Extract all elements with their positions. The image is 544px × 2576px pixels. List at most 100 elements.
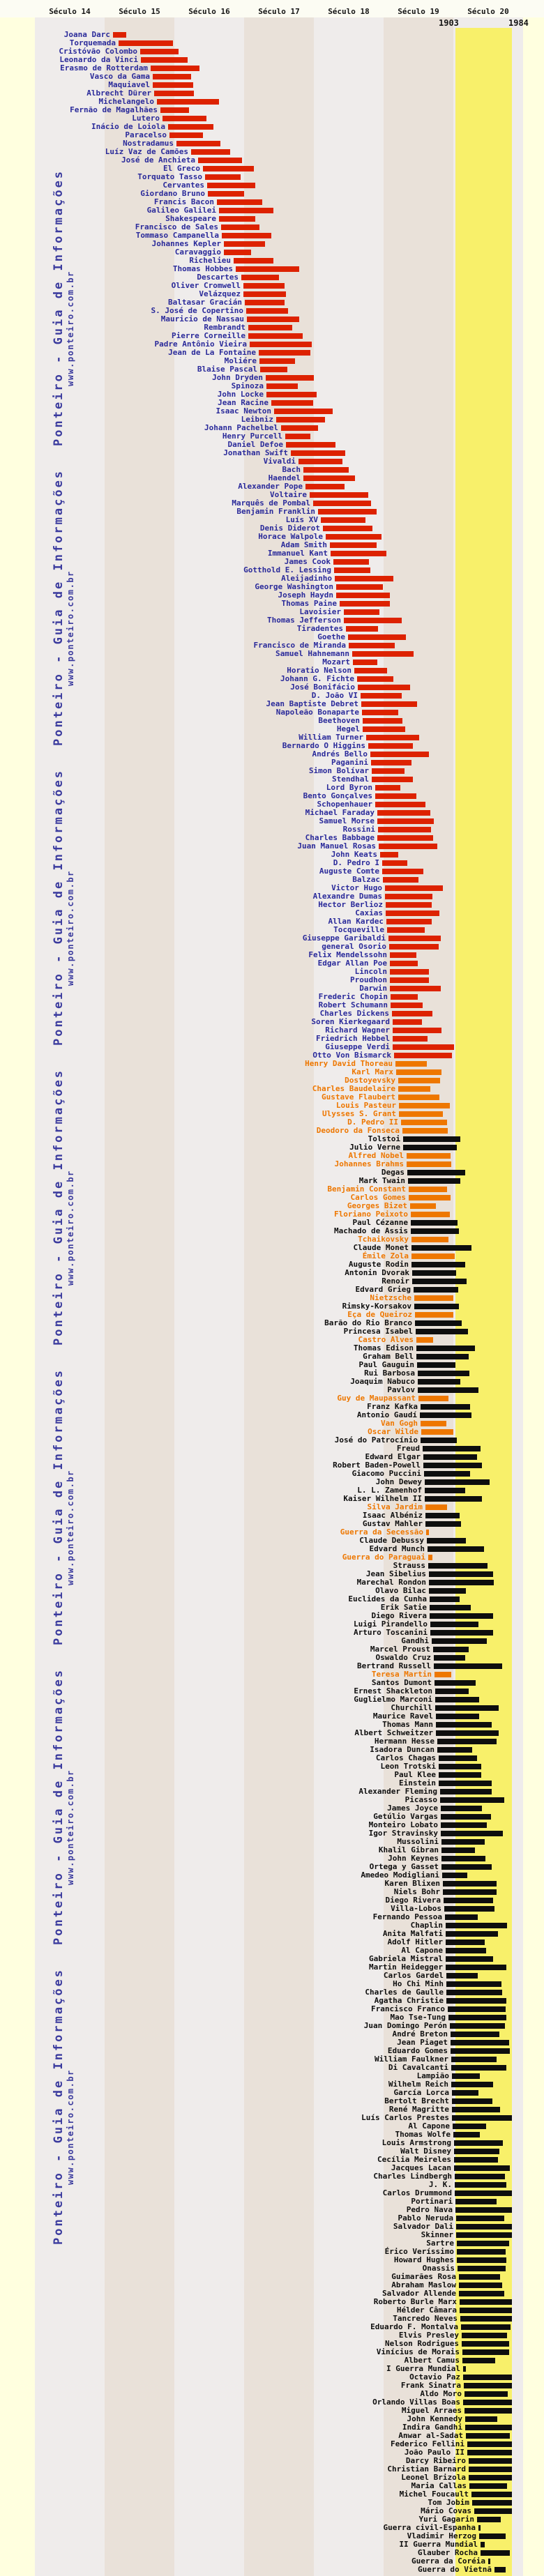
- lifespan-bar: [333, 559, 369, 565]
- lifespan-bar: [344, 609, 379, 615]
- timeline-row: Horace Walpole: [0, 533, 544, 541]
- person-label: general Osorio: [322, 942, 386, 951]
- person-label: Euclides da Cunha: [348, 1594, 427, 1603]
- lifespan-bar: [440, 1789, 492, 1794]
- person-label: Felix Mendelssohn: [308, 950, 387, 959]
- person-label: Alexander Pope: [238, 482, 303, 491]
- lifespan-bar: [241, 275, 279, 280]
- timeline-row: Albert Schweitzer: [0, 1729, 544, 1737]
- person-label: Samuel Morse: [319, 816, 375, 825]
- lifespan-bar: [481, 2550, 510, 2556]
- timeline-row: Floriano Peixoto: [0, 1210, 544, 1219]
- person-label: Hélder Câmara: [396, 2306, 457, 2315]
- right-margin: [523, 17, 544, 2576]
- lifespan-bar: [465, 2416, 497, 2422]
- person-label: Edgar Allan Poe: [317, 959, 387, 968]
- timeline-row: Agatha Christie: [0, 1997, 544, 2005]
- person-label: Abraham Maslow: [391, 2280, 456, 2289]
- person-label: Franz Kafka: [367, 1402, 418, 1411]
- person-label: Richard Wagner: [325, 1026, 390, 1035]
- timeline-row: William Turner: [0, 733, 544, 742]
- person-label: Erasmo de Rotterdam: [60, 63, 148, 73]
- timeline-row: Darwin: [0, 984, 544, 993]
- band-start-year-label: 1903: [439, 18, 459, 28]
- lifespan-bar: [477, 2517, 501, 2522]
- timeline-row: Renoir: [0, 1277, 544, 1286]
- person-label: Victor Hugo: [331, 883, 382, 892]
- person-label: Diego Rivera: [371, 1611, 427, 1620]
- lifespan-bar: [236, 266, 299, 272]
- lifespan-bar: [313, 501, 371, 506]
- lifespan-bar: [425, 1513, 460, 1518]
- person-label: Guglielmo Marconi: [354, 1695, 432, 1704]
- timeline-row: Rui Barbosa: [0, 1369, 544, 1378]
- lifespan-bar: [436, 1730, 499, 1736]
- lifespan-bar: [163, 116, 206, 121]
- timeline-row: Haendel: [0, 474, 544, 482]
- lifespan-bar: [363, 718, 402, 724]
- timeline-row: J. K.: [0, 2181, 544, 2189]
- lifespan-bar: [321, 517, 365, 523]
- lifespan-bar: [394, 1053, 452, 1058]
- lifespan-bar: [390, 986, 441, 991]
- lifespan-bar: [361, 701, 417, 707]
- person-label: Frank Sinatra: [400, 2381, 461, 2390]
- person-label: Strauss: [393, 1561, 425, 1570]
- person-label: Tchaikovsky: [358, 1235, 409, 1244]
- person-label: Jonathan Swift: [223, 448, 288, 457]
- timeline-row: René Magritte: [0, 2105, 544, 2114]
- lifespan-bar: [305, 484, 345, 489]
- timeline-row: Bach: [0, 466, 544, 474]
- lifespan-bar: [455, 2182, 506, 2188]
- timeline-row: Giacomo Puccini: [0, 1470, 544, 1478]
- person-label: Blaise Pascal: [197, 365, 257, 374]
- lifespan-bar: [435, 1680, 476, 1686]
- person-label: Mark Twain: [358, 1176, 405, 1185]
- person-label: Benjamin Franklin: [236, 507, 315, 516]
- timeline-row: Gandhi: [0, 1637, 544, 1645]
- lifespan-bar: [266, 375, 314, 381]
- century-label: Século 18: [328, 7, 370, 16]
- timeline-row: Eduardo F. Montalva: [0, 2323, 544, 2331]
- person-label: Miguel Arraes: [401, 2406, 462, 2415]
- person-label: Nostradamus: [123, 139, 174, 148]
- lifespan-bar: [153, 82, 193, 88]
- timeline-row: John Locke: [0, 390, 544, 399]
- person-label: Paul Cézanne: [352, 1218, 408, 1227]
- century-label: Século 16: [188, 7, 230, 16]
- lifespan-bar: [418, 1371, 469, 1376]
- person-label: Jean Baptiste Debret: [266, 699, 358, 708]
- person-label: Churchill: [391, 1703, 432, 1712]
- timeline-row: Alexander Fleming: [0, 1788, 544, 1796]
- person-label: Nelson Rodrigues: [385, 2339, 459, 2348]
- lifespan-bar: [176, 141, 220, 146]
- person-label: Howard Hughes: [393, 2255, 454, 2264]
- person-label: Juan Manuel Rosas: [297, 841, 376, 851]
- lifespan-bar: [260, 367, 287, 372]
- timeline-row: Guimarães Rosa: [0, 2273, 544, 2281]
- person-label: Claude Debussy: [359, 1536, 424, 1545]
- timeline-row: Immanuel Kant: [0, 549, 544, 558]
- person-label: José do Patrocínio: [334, 1435, 418, 1445]
- person-label: Adolf Hitler: [387, 1937, 443, 1946]
- timeline-row: II Guerra Mundial: [0, 2540, 544, 2549]
- lifespan-bar: [403, 1136, 460, 1142]
- lifespan-bar: [494, 2567, 506, 2573]
- person-label: Tocqueville: [333, 925, 384, 934]
- lifespan-bar: [455, 2174, 505, 2179]
- timeline-row: Barão do Rio Branco: [0, 1319, 544, 1327]
- person-label: I Guerra Mundial: [386, 2364, 460, 2373]
- timeline-row: Walt Disney: [0, 2147, 544, 2156]
- timeline-row: general Osorio: [0, 943, 544, 951]
- person-label: Haendel: [268, 473, 301, 482]
- timeline-row: Shakespeare: [0, 215, 544, 223]
- person-label: Charles Babbage: [305, 833, 375, 842]
- lifespan-bar: [245, 300, 285, 305]
- person-label: Vinícius de Morais: [376, 2347, 460, 2356]
- person-label: Anwar al-Sadat: [398, 2431, 463, 2440]
- lifespan-bar: [454, 2157, 498, 2163]
- timeline-row: Albrecht Dürer: [0, 89, 544, 98]
- person-label: Soren Kierkegaard: [311, 1017, 390, 1026]
- person-label: Otto Von Bismarck: [312, 1051, 391, 1060]
- lifespan-bar: [386, 902, 432, 908]
